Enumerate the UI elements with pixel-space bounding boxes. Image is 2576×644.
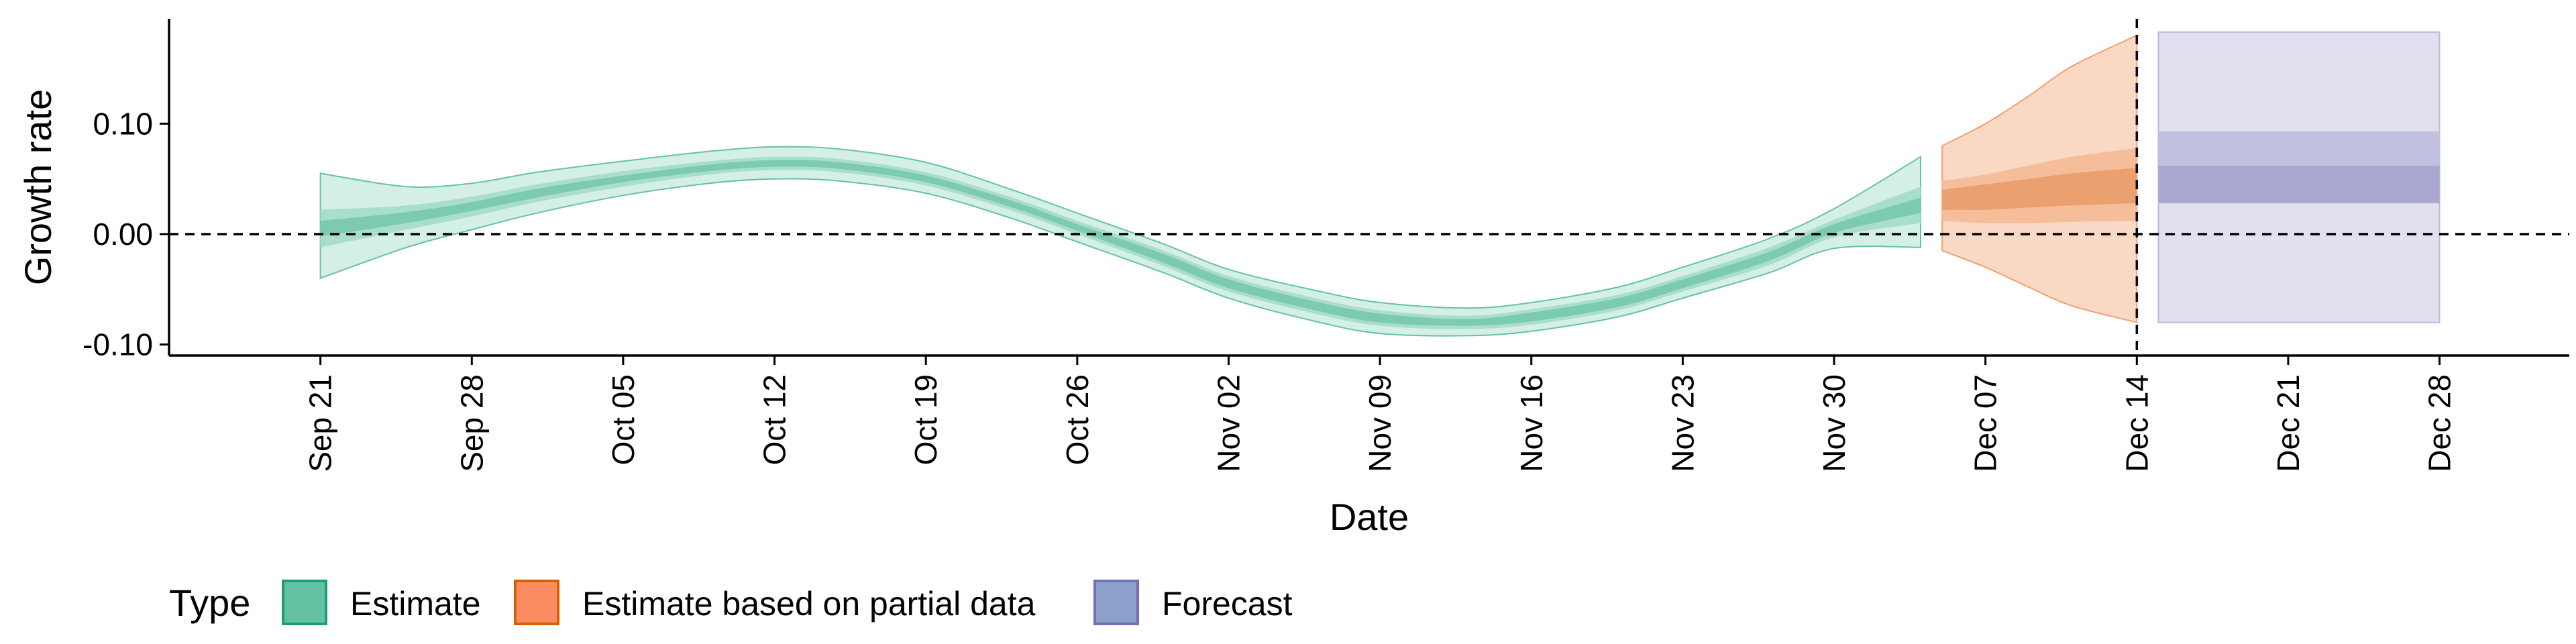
estimate-bands [319,31,2440,337]
legend-swatch-forecast [1093,580,1139,625]
estimate-based-on-partial-data-band-20 [1942,168,2137,210]
y-tick-label: 0.10 [93,106,153,141]
x-tick-label: Nov 09 [1362,374,1397,472]
x-tick-label: Nov 23 [1665,374,1700,472]
y-tick-label: 0.00 [93,217,153,252]
y-tick-label: -0.10 [83,327,153,362]
reference-lines [169,19,2569,356]
x-tick-label: Nov 16 [1514,374,1549,472]
legend-label-estimate-based-on-partial-data: Estimate based on partial data [582,585,1036,623]
x-tick-label: Oct 19 [908,374,943,466]
x-tick-label: Dec 07 [1968,374,2003,472]
legend-label-estimate: Estimate [350,585,481,623]
x-tick-label: Oct 12 [757,374,792,466]
axes: -0.10 0.00 0.10 Sep 21 Sep 28 Oct 05 Oct 12 Oct… [83,19,2569,472]
x-tick-label: Dec 28 [2422,374,2457,472]
x-tick-label: Sep 28 [454,374,489,472]
forecast-band-20 [2158,165,2440,203]
x-tick-label: Oct 26 [1060,374,1095,466]
x-tick-label: Oct 05 [606,374,641,466]
estimate-band-20 [320,160,1921,326]
x-tick-label: Sep 21 [303,374,338,472]
legend-swatch-estimate [282,580,327,625]
y-axis-title: Growth rate [17,89,59,286]
legend-title: Type [169,582,250,624]
x-axis-title: Date [1330,496,1409,538]
legend-label-forecast: Forecast [1162,585,1293,623]
legend-swatch-estimate-based-on-partial-data [514,580,559,625]
x-tick-label: Nov 30 [1817,374,1851,472]
x-tick-label: Dec 14 [2119,374,2154,472]
legend: Type Estimate Estimate based on partial da… [169,580,1293,625]
x-tick-label: Dec 21 [2271,374,2306,472]
x-tick-label: Nov 02 [1212,374,1246,472]
